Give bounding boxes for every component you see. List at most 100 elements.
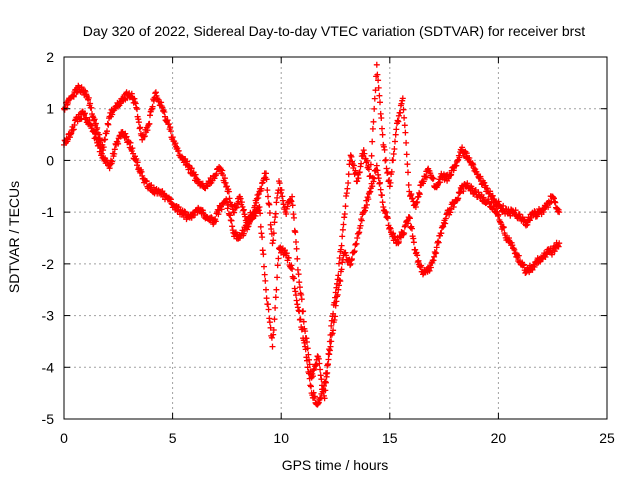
data-point <box>167 128 174 135</box>
data-point <box>309 373 316 380</box>
data-point <box>392 131 399 138</box>
data-point <box>344 185 351 192</box>
data-point <box>390 151 397 157</box>
data-point <box>347 260 354 267</box>
data-point <box>495 198 502 205</box>
data-point <box>269 343 276 350</box>
data-point <box>386 224 393 231</box>
data-point <box>386 177 393 184</box>
data-point <box>311 365 318 372</box>
data-point <box>330 327 337 334</box>
data-point <box>146 120 153 127</box>
chart-title: Day 320 of 2022, Sidereal Day-to-day VTE… <box>83 23 585 39</box>
data-point <box>293 292 299 299</box>
data-point <box>369 183 376 190</box>
data-point <box>169 134 176 141</box>
data-point <box>375 175 382 182</box>
data-point <box>358 160 365 167</box>
data-point <box>455 195 462 202</box>
data-point <box>403 151 410 158</box>
data-point <box>379 131 386 138</box>
data-point <box>336 255 343 261</box>
data-point <box>456 190 463 197</box>
data-point <box>334 291 341 298</box>
data-point <box>552 199 559 206</box>
data-point <box>549 251 555 258</box>
data-point <box>371 95 378 102</box>
data-point <box>301 339 308 346</box>
data-point <box>369 138 376 145</box>
data-point <box>272 304 279 311</box>
data-point <box>394 117 401 124</box>
data-point <box>257 223 264 230</box>
data-point <box>272 210 279 217</box>
data-point <box>405 220 411 227</box>
data-point <box>263 286 269 293</box>
data-point <box>266 201 273 208</box>
data-point <box>386 183 393 190</box>
data-point <box>547 199 554 206</box>
data-point <box>273 286 280 293</box>
data-point <box>409 195 416 202</box>
data-point <box>335 272 342 279</box>
data-point <box>374 71 381 78</box>
data-point <box>395 118 402 125</box>
data-point <box>274 262 281 269</box>
data-point <box>487 188 494 195</box>
data-point <box>298 296 305 303</box>
data-point <box>361 150 368 157</box>
data-point <box>440 223 447 230</box>
data-point <box>509 242 516 249</box>
data-point <box>390 157 397 164</box>
data-point <box>293 245 300 252</box>
data-point <box>144 127 151 134</box>
data-point <box>542 254 549 260</box>
data-point <box>447 209 454 216</box>
data-point <box>355 230 362 237</box>
data-point <box>109 111 116 118</box>
data-point <box>133 155 140 162</box>
data-point <box>382 209 389 215</box>
y-axis-label: SDTVAR / TECUs <box>6 181 22 293</box>
data-point <box>387 179 394 186</box>
data-point <box>135 119 142 126</box>
data-point <box>294 266 301 273</box>
data-point <box>256 204 263 210</box>
data-point <box>336 260 342 267</box>
data-point <box>435 238 441 245</box>
data-point <box>470 161 477 168</box>
data-point <box>360 147 367 154</box>
data-point <box>293 239 299 245</box>
data-point <box>265 200 272 207</box>
data-point <box>331 317 338 323</box>
data-point <box>237 195 244 202</box>
data-point <box>337 246 344 253</box>
data-point <box>268 226 275 232</box>
data-point <box>266 319 273 326</box>
y-tick-label: -2 <box>42 256 55 272</box>
data-point <box>219 167 226 174</box>
data-point <box>317 372 324 379</box>
data-point <box>292 229 299 236</box>
data-point <box>469 185 476 192</box>
data-point <box>402 129 409 136</box>
data-point <box>380 143 387 150</box>
data-point <box>337 278 344 285</box>
data-point <box>294 255 301 262</box>
data-point <box>105 121 112 128</box>
data-point <box>382 157 389 164</box>
data-point <box>339 226 346 233</box>
data-point <box>495 211 502 218</box>
data-point <box>354 235 361 241</box>
data-point <box>271 219 278 226</box>
data-point <box>104 128 110 135</box>
data-point <box>375 77 382 84</box>
data-point <box>431 253 438 260</box>
data-point <box>393 126 400 133</box>
data-point <box>255 207 262 214</box>
data-point <box>442 215 449 222</box>
data-point <box>400 106 407 113</box>
data-point <box>406 214 413 221</box>
data-point <box>285 255 292 261</box>
data-point <box>310 389 317 396</box>
